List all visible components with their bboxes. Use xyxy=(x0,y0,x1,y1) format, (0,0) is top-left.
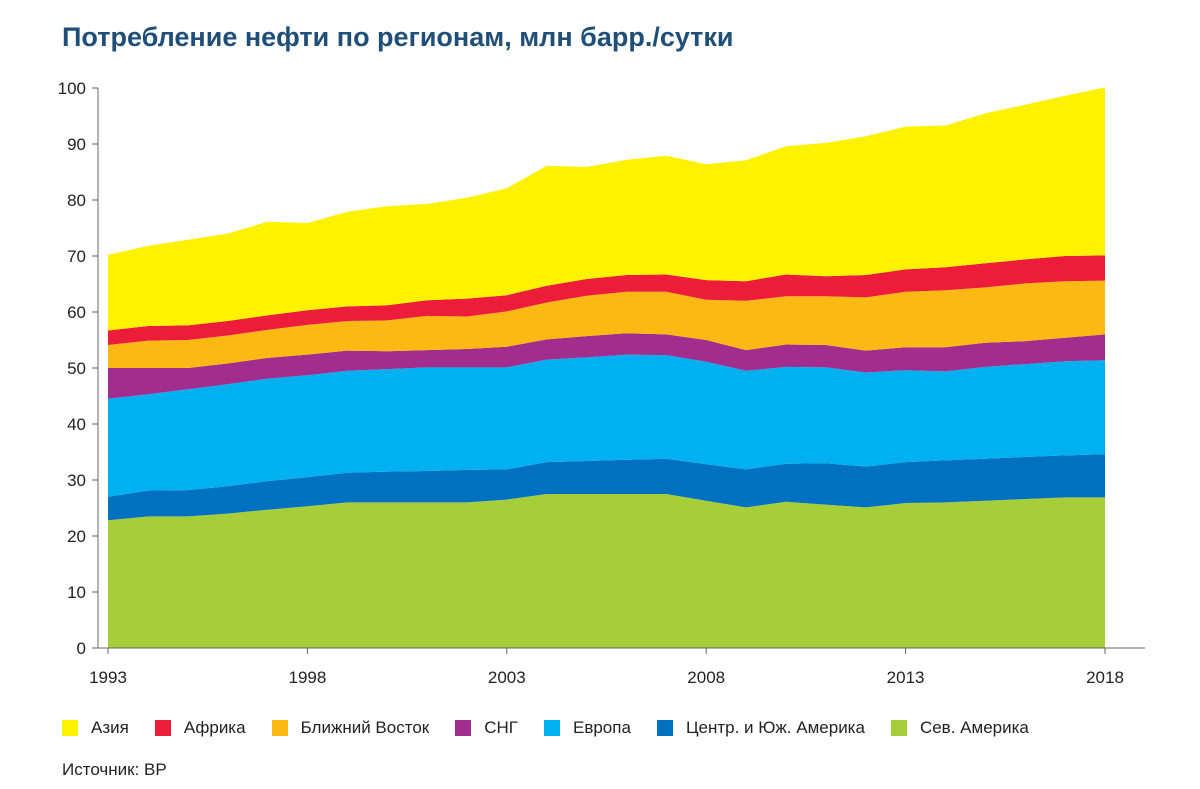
legend-item: Европа xyxy=(543,718,631,738)
y-tick-label: 60 xyxy=(67,303,86,322)
x-tick-label: 2008 xyxy=(687,668,725,687)
y-tick-label: 50 xyxy=(67,359,86,378)
x-tick-label: 1993 xyxy=(89,668,127,687)
legend-item: Ближний Восток xyxy=(271,718,430,738)
legend-item: Сев. Америка xyxy=(890,718,1029,738)
legend-label: СНГ xyxy=(484,718,518,737)
y-tick-label: 100 xyxy=(58,79,86,98)
legend-label: Сев. Америка xyxy=(919,718,1029,737)
x-tick-label: 1998 xyxy=(288,668,326,687)
area-series-1 xyxy=(108,454,1105,521)
legend-swatch xyxy=(656,720,673,736)
y-tick-label: 0 xyxy=(77,639,86,658)
area-series-4 xyxy=(108,280,1105,368)
area-series-5 xyxy=(108,255,1105,345)
y-tick-label: 10 xyxy=(67,583,86,602)
y-tick-label: 40 xyxy=(67,415,86,434)
series-areas xyxy=(108,87,1105,648)
legend-item: Центр. и Юж. Америка xyxy=(656,718,865,738)
legend-swatch xyxy=(62,720,78,736)
source-note: Источник: BP xyxy=(62,760,167,779)
area-series-2 xyxy=(108,354,1105,497)
legend-label: Ближний Восток xyxy=(300,718,430,737)
stacked-area-chart: 0 10 20 30 40 50 60 70 80 90 100 1993 1998 2003 2008 20… xyxy=(58,79,1145,687)
legend-label: Африка xyxy=(183,718,246,737)
x-tick-label: 2013 xyxy=(887,668,925,687)
legend-label: Европа xyxy=(572,718,631,737)
legend: Азия Африка Ближний Восток СНГ Европа Центр. … xyxy=(62,718,1182,738)
legend-swatch xyxy=(455,720,472,736)
legend-swatch xyxy=(890,720,907,736)
legend-item: Африка xyxy=(154,718,246,738)
area-series-3 xyxy=(108,333,1105,399)
area-series-0 xyxy=(108,494,1105,648)
y-tick-label: 80 xyxy=(67,191,86,210)
x-tick-label: 2003 xyxy=(488,668,526,687)
y-tick-label: 30 xyxy=(67,471,86,490)
x-tick-label: 2018 xyxy=(1086,668,1124,687)
chart-title: Потребление нефти по регионам, млн барр.… xyxy=(62,22,734,52)
area-series-6 xyxy=(108,87,1105,331)
legend-swatch xyxy=(543,720,560,736)
legend-item: Азия xyxy=(62,718,129,738)
legend-label: Центр. и Юж. Америка xyxy=(685,718,865,737)
legend-label: Азия xyxy=(91,718,129,737)
legend-item: СНГ xyxy=(455,718,518,738)
legend-swatch xyxy=(271,720,288,736)
legend-swatch xyxy=(154,720,171,736)
axes: 0 10 20 30 40 50 60 70 80 90 100 1993 1998 2003 2008 20… xyxy=(58,79,1145,687)
y-tick-label: 20 xyxy=(67,527,86,546)
y-tick-label: 70 xyxy=(67,247,86,266)
y-tick-label: 90 xyxy=(67,135,86,154)
